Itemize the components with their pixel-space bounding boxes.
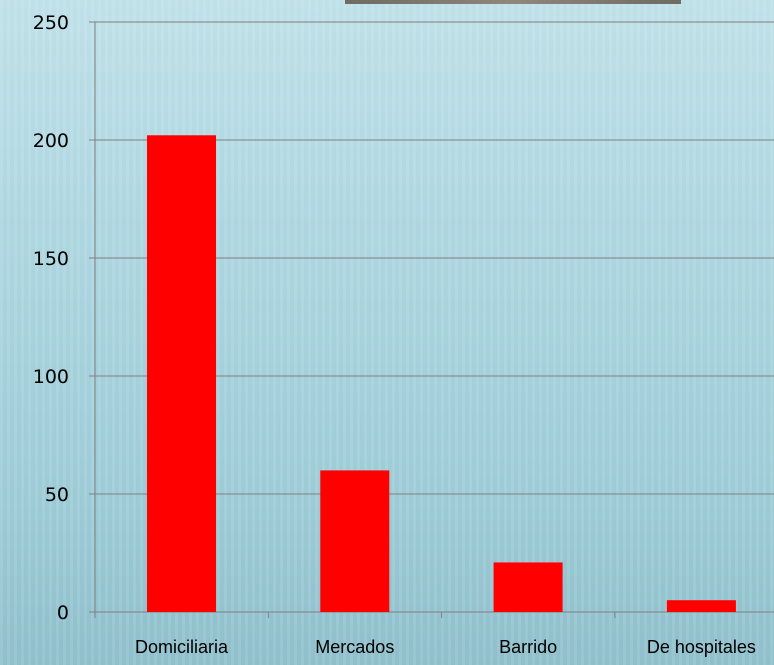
bar-mercados bbox=[320, 470, 390, 612]
y-tick-label-150: 150 bbox=[33, 248, 69, 270]
x-category-label-0: Domiciliaria bbox=[135, 637, 229, 657]
bar-de-hospitales bbox=[666, 600, 736, 612]
x-category-label-1: Mercados bbox=[315, 637, 394, 657]
bar-barrido bbox=[493, 562, 563, 612]
cropped-photo-edge bbox=[345, 0, 681, 4]
y-tick-label-200: 200 bbox=[33, 130, 69, 152]
bars bbox=[147, 135, 736, 612]
y-tick-label-250: 250 bbox=[33, 12, 69, 34]
bar-domiciliaria bbox=[147, 135, 216, 612]
y-tick-labels: 0 50 100 150 200 250 bbox=[33, 12, 69, 624]
x-category-label-3: De hospitales bbox=[647, 637, 756, 657]
x-category-label-2: Barrido bbox=[499, 637, 557, 657]
y-tick-label-50: 50 bbox=[45, 484, 69, 506]
x-category-labels: Domiciliaria Mercados Barrido De hospitales bbox=[135, 637, 756, 657]
y-tick-label-0: 0 bbox=[57, 602, 69, 624]
y-tick-label-100: 100 bbox=[33, 366, 69, 388]
